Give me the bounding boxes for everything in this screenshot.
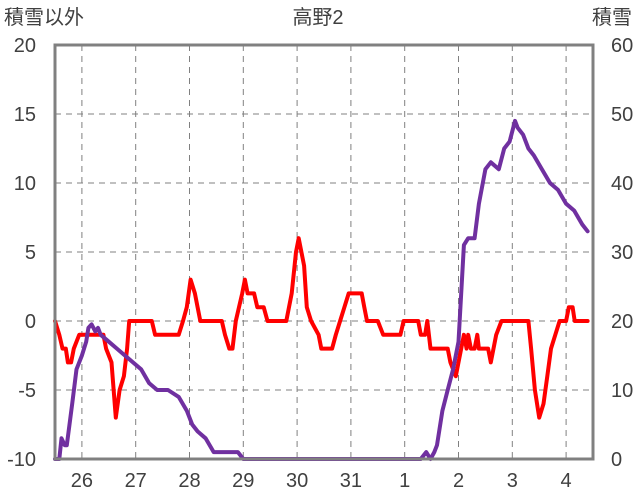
left-tick-label: -10 bbox=[7, 449, 36, 471]
snow-depth-series-line bbox=[53, 118, 590, 461]
right-tick-label: 60 bbox=[611, 35, 633, 57]
x-tick-label: 4 bbox=[561, 470, 572, 492]
right-tick-label: 0 bbox=[611, 449, 622, 471]
x-tick-label: 28 bbox=[178, 470, 200, 492]
x-tick-label: 29 bbox=[232, 470, 254, 492]
x-tick-label: 2 bbox=[453, 470, 464, 492]
left-tick-label: 20 bbox=[14, 35, 36, 57]
right-tick-label: 40 bbox=[611, 173, 633, 195]
plot-frame bbox=[53, 43, 595, 461]
left-tick-labels: -10 -5 0 5 10 15 20 bbox=[7, 35, 36, 471]
x-tick-label: 30 bbox=[286, 470, 308, 492]
chart-title: 高野2 bbox=[292, 6, 343, 29]
left-tick-label: -5 bbox=[18, 380, 36, 402]
series-lines bbox=[53, 118, 590, 461]
x-tick-labels: 26 27 28 29 30 31 1 2 3 4 bbox=[71, 470, 572, 492]
right-tick-labels: 0 10 20 30 40 50 60 bbox=[611, 35, 633, 471]
right-tick-label: 10 bbox=[611, 380, 633, 402]
left-tick-label: 15 bbox=[14, 104, 36, 126]
left-tick-label: 0 bbox=[25, 311, 36, 333]
right-axis-label: 積雪 bbox=[592, 6, 632, 29]
other-series-line bbox=[53, 236, 590, 420]
x-tick-label: 31 bbox=[340, 470, 362, 492]
left-axis-label: 積雪以外 bbox=[4, 6, 84, 29]
right-tick-label: 20 bbox=[611, 311, 633, 333]
x-tick-label: 26 bbox=[71, 470, 93, 492]
x-tick-label: 27 bbox=[125, 470, 147, 492]
right-tick-label: 30 bbox=[611, 242, 633, 264]
grid-lines bbox=[55, 45, 593, 459]
x-tick-label: 3 bbox=[507, 470, 518, 492]
x-tick-label: 1 bbox=[399, 470, 410, 492]
left-tick-label: 5 bbox=[25, 242, 36, 264]
left-tick-label: 10 bbox=[14, 173, 36, 195]
right-tick-label: 50 bbox=[611, 104, 633, 126]
